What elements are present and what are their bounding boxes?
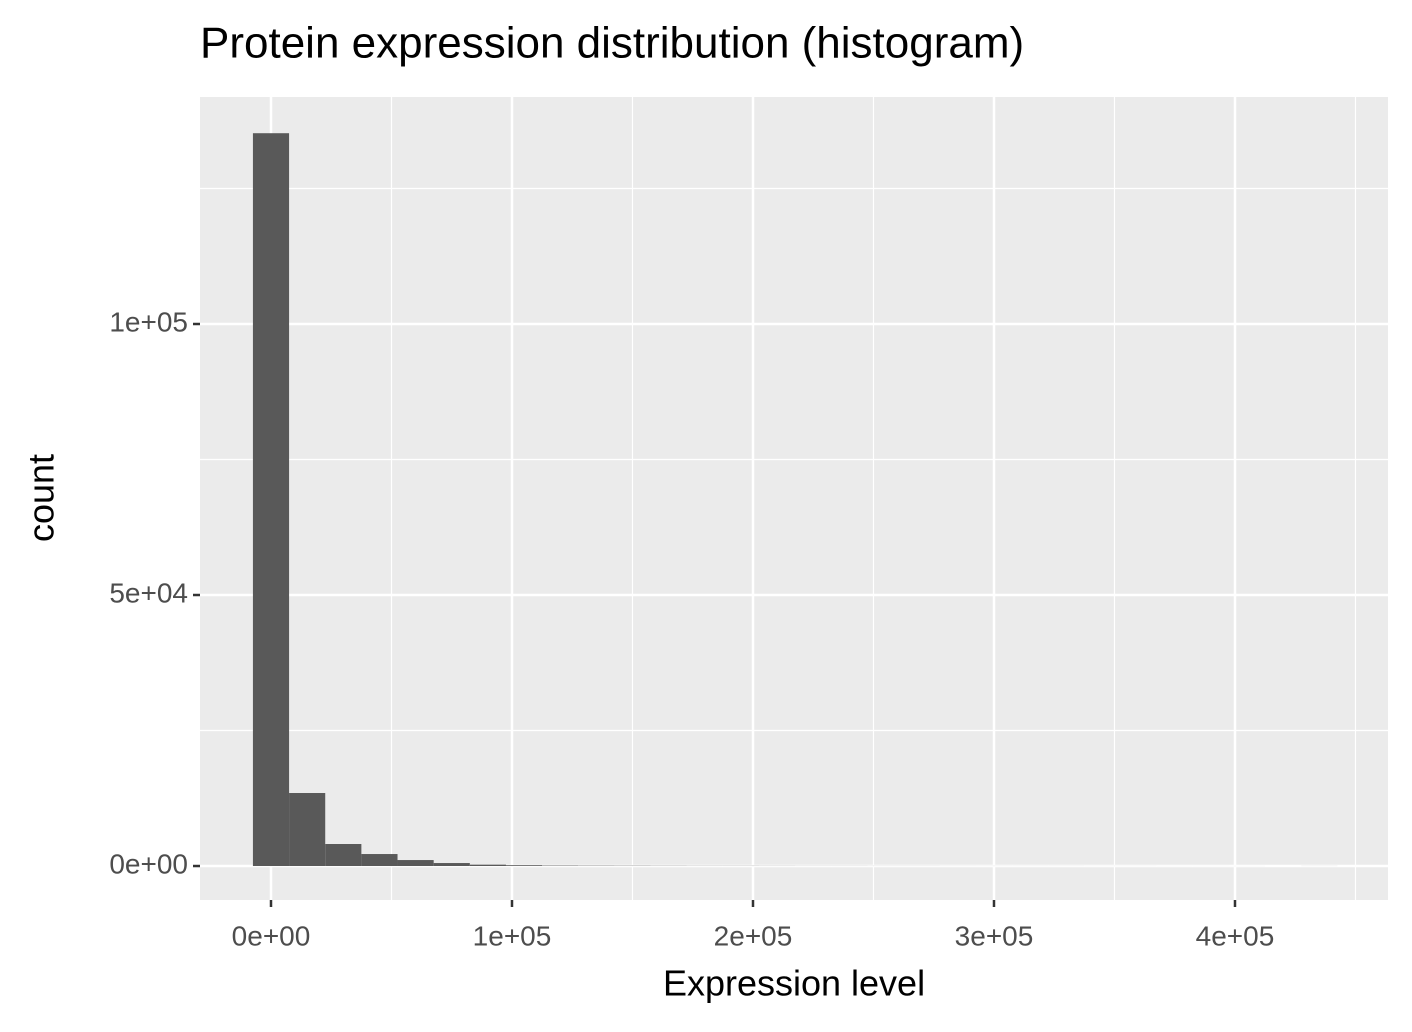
bar xyxy=(252,133,290,867)
bar xyxy=(505,865,543,867)
x-tick-label: 1e+05 xyxy=(473,920,552,951)
bar xyxy=(433,863,470,867)
x-tick-label: 0e+00 xyxy=(232,920,311,951)
chart-title: Protein expression distribution (histogr… xyxy=(200,19,1024,68)
y-tick-label: 1e+05 xyxy=(109,306,188,337)
x-tick-label: 4e+05 xyxy=(1196,920,1275,951)
bar xyxy=(289,793,326,867)
x-tick-label: 3e+05 xyxy=(955,920,1034,951)
x-tick-label: 2e+05 xyxy=(714,920,793,951)
y-tick-label: 0e+00 xyxy=(109,848,188,879)
bar xyxy=(325,844,362,867)
y-axis-title: count xyxy=(21,454,62,542)
x-axis-title: Expression level xyxy=(663,963,925,1004)
panel xyxy=(200,97,1388,900)
bar xyxy=(469,864,506,867)
bar xyxy=(397,860,434,867)
bar xyxy=(361,854,398,867)
y-tick-label: 5e+04 xyxy=(109,577,188,608)
